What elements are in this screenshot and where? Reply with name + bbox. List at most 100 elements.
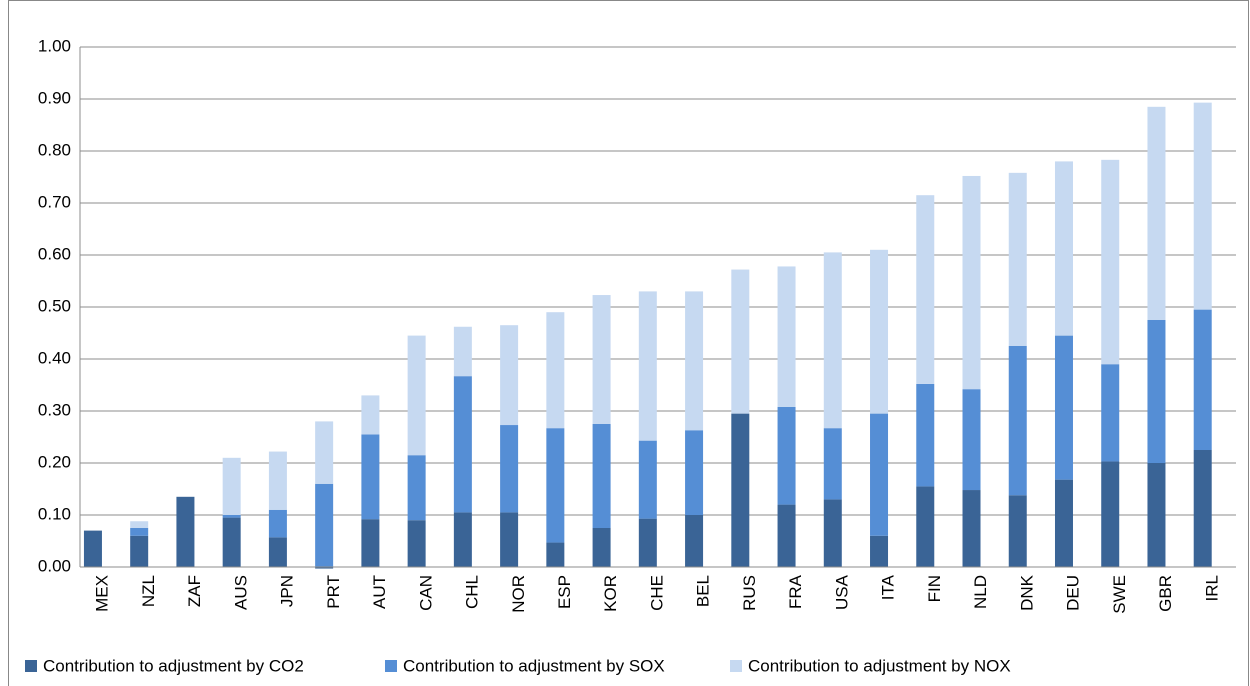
- bar-segment: [1193, 450, 1212, 567]
- bar-segment: [638, 518, 657, 567]
- x-tick-label: SWE: [1110, 575, 1129, 614]
- bar-segment: [268, 509, 287, 538]
- y-tick-label: 1.00: [38, 36, 71, 55]
- bar-segment: [1101, 461, 1120, 567]
- y-tick-label: 0.60: [38, 244, 71, 263]
- x-tick-label: FIN: [925, 575, 944, 602]
- x-tick-label: BEL: [694, 575, 713, 607]
- bar-segment: [361, 395, 380, 435]
- x-tick-label: CHL: [463, 575, 482, 609]
- bar-segment: [731, 413, 750, 567]
- bar-segment: [592, 424, 611, 528]
- bar-segment: [500, 512, 519, 567]
- bar-segment: [315, 483, 334, 567]
- bar-segment: [361, 519, 380, 567]
- bar-segment: [685, 515, 704, 567]
- bar-segment: [1054, 335, 1073, 480]
- bar-segment: [638, 440, 657, 519]
- x-tick-label: ITA: [879, 574, 898, 600]
- y-tick-label: 0.40: [38, 348, 71, 367]
- bar-segment: [268, 537, 287, 567]
- bar-segment: [777, 266, 796, 407]
- legend-label: Contribution to adjustment by CO2: [43, 656, 304, 675]
- bar-segment: [638, 291, 657, 441]
- x-tick-label: PRT: [324, 575, 343, 609]
- bar-segment: [1193, 102, 1212, 310]
- y-tick-label: 0.90: [38, 88, 71, 107]
- bar-segment: [731, 269, 750, 414]
- x-tick-label: IRL: [1202, 575, 1221, 601]
- bar-segment: [268, 451, 287, 510]
- legend-swatch: [730, 660, 742, 672]
- y-tick-label: 0.70: [38, 192, 71, 211]
- bar-segment: [1054, 161, 1073, 336]
- bar-segment: [916, 486, 935, 567]
- x-tick-label: CAN: [416, 575, 435, 611]
- bar-segment: [407, 335, 426, 456]
- y-tick-label: 0.20: [38, 452, 71, 471]
- legend-label: Contribution to adjustment by NOX: [748, 656, 1011, 675]
- bar-segment: [870, 413, 889, 536]
- bar-segment: [916, 383, 935, 487]
- bar-segment: [130, 528, 149, 536]
- x-tick-label: NLD: [971, 575, 990, 609]
- bar-segment: [361, 434, 380, 520]
- x-tick-label: ESP: [555, 575, 574, 609]
- y-tick-label: 0.00: [38, 556, 71, 575]
- x-tick-label: DNK: [1017, 574, 1036, 611]
- x-tick-label: RUS: [740, 575, 759, 611]
- chart-border: [8, 0, 1249, 686]
- y-tick-label: 0.30: [38, 400, 71, 419]
- bar-segment: [1193, 309, 1212, 450]
- bar-segment: [222, 457, 241, 515]
- bar-segment: [546, 312, 565, 429]
- bar-segment: [315, 421, 334, 484]
- x-tick-label: FRA: [786, 574, 805, 609]
- x-tick-label: AUT: [370, 575, 389, 609]
- bar-segment: [1008, 346, 1027, 496]
- bar-segment: [1147, 463, 1166, 567]
- y-tick-label: 0.50: [38, 296, 71, 315]
- bar-segment: [592, 528, 611, 567]
- bar-segment: [453, 376, 472, 513]
- x-tick-label: KOR: [601, 575, 620, 612]
- bar-segment: [130, 535, 149, 567]
- bar-segment: [962, 490, 981, 567]
- x-tick-label: NZL: [139, 575, 158, 607]
- bar-segment: [870, 535, 889, 567]
- x-tick-label: GBR: [1156, 575, 1175, 612]
- x-tick-label: AUS: [231, 575, 250, 610]
- bar-segment: [592, 295, 611, 424]
- bar-segment: [870, 249, 889, 414]
- bar-segment: [453, 326, 472, 377]
- x-tick-label: JPN: [278, 575, 297, 607]
- bar-segment: [685, 430, 704, 515]
- bar-segment: [1008, 495, 1027, 567]
- bar-segment: [916, 195, 935, 384]
- bar-segment: [315, 567, 334, 569]
- x-tick-label: ZAF: [185, 575, 204, 607]
- bar-segment: [1147, 106, 1166, 320]
- legend-swatch: [385, 660, 397, 672]
- bar-segment: [176, 496, 195, 567]
- bar-segment: [777, 406, 796, 505]
- bar-segment: [962, 389, 981, 491]
- bar-segment: [1101, 364, 1120, 462]
- bar-segment: [962, 175, 981, 390]
- bar-segment: [500, 425, 519, 513]
- bar-segment: [1054, 479, 1073, 567]
- bar-segment: [823, 499, 842, 567]
- bar-segment: [222, 515, 241, 518]
- bar-segment: [500, 325, 519, 426]
- bar-segment: [1008, 172, 1027, 346]
- x-tick-label: USA: [832, 574, 851, 610]
- bar-segment: [823, 252, 842, 429]
- bar-segment: [823, 428, 842, 500]
- legend-label: Contribution to adjustment by SOX: [403, 656, 665, 675]
- bar-segment: [1147, 320, 1166, 463]
- bar-segment: [130, 521, 149, 528]
- y-tick-label: 0.10: [38, 504, 71, 523]
- x-tick-label: MEX: [93, 575, 112, 612]
